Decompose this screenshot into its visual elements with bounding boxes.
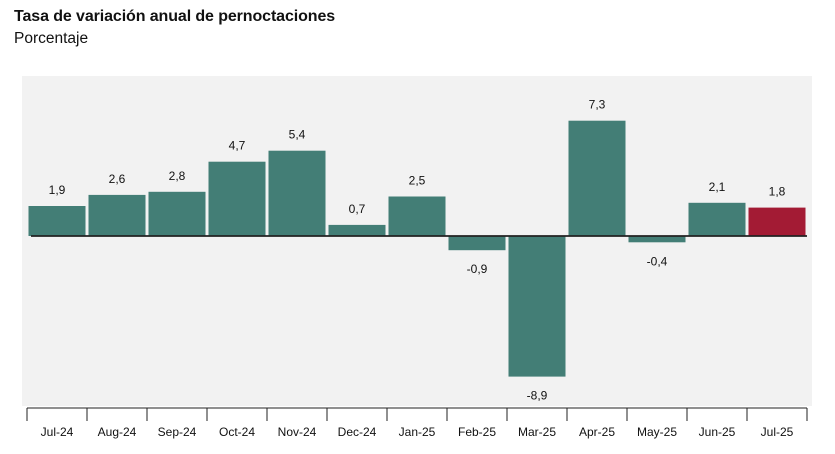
value-label: 2,6	[109, 172, 126, 186]
bar-apr-25	[568, 120, 626, 236]
x-tick-label: Jun-25	[699, 425, 736, 439]
value-label: 4,7	[229, 139, 246, 153]
x-tick-label: Aug-24	[98, 425, 137, 439]
chart-subtitle: Porcentaje	[14, 30, 89, 47]
bar-aug-24	[88, 194, 146, 236]
x-tick-label: Jul-25	[761, 425, 794, 439]
bar-feb-25	[448, 236, 506, 251]
x-tick-label: May-25	[637, 425, 677, 439]
bar-nov-24	[268, 150, 326, 236]
x-tick-label: Jul-24	[41, 425, 74, 439]
value-label: 2,5	[409, 174, 426, 188]
bars-group	[28, 120, 806, 377]
x-tick-label: Feb-25	[458, 425, 496, 439]
value-label: -0,4	[647, 254, 668, 268]
value-label: 7,3	[589, 98, 606, 112]
bar-mar-25	[508, 236, 566, 377]
bar-jan-25	[388, 196, 446, 236]
bar-may-25	[628, 236, 686, 243]
bar-oct-24	[208, 161, 266, 236]
x-tick-label: Nov-24	[278, 425, 317, 439]
bar-jul-24	[28, 206, 86, 236]
chart-title: Tasa de variación anual de pernoctacione…	[14, 8, 336, 25]
bar-jun-25	[688, 202, 746, 236]
value-label: 1,9	[49, 183, 66, 197]
value-label: 2,8	[169, 169, 186, 183]
x-tick-label: Apr-25	[579, 425, 615, 439]
x-tick-label: Mar-25	[518, 425, 556, 439]
value-label: -0,9	[467, 262, 488, 276]
plot-background	[22, 76, 812, 406]
value-label: 1,8	[769, 185, 786, 199]
value-label: 2,1	[709, 180, 726, 194]
value-label: 5,4	[289, 128, 306, 142]
bar-sep-24	[148, 191, 206, 236]
bar-dec-24	[328, 224, 386, 236]
x-tick-label: Oct-24	[219, 425, 255, 439]
value-label: -8,9	[527, 389, 548, 403]
x-tick-label: Jan-25	[399, 425, 436, 439]
x-tick-label: Sep-24	[158, 425, 197, 439]
value-label: 0,7	[349, 202, 366, 216]
x-axis: Jul-24 Aug-24 Sep-24 Oct-24 Nov-24 Dec-24 Jan-…	[26, 407, 808, 439]
value-labels-group: 1,9 2,6 2,8 4,7 5,4 0,7 2,5 -0,9 -8,9 7,3 -0,4 2,1 1…	[49, 98, 786, 403]
x-tick-label: Dec-24	[338, 425, 377, 439]
bar-jul-25	[748, 207, 806, 236]
